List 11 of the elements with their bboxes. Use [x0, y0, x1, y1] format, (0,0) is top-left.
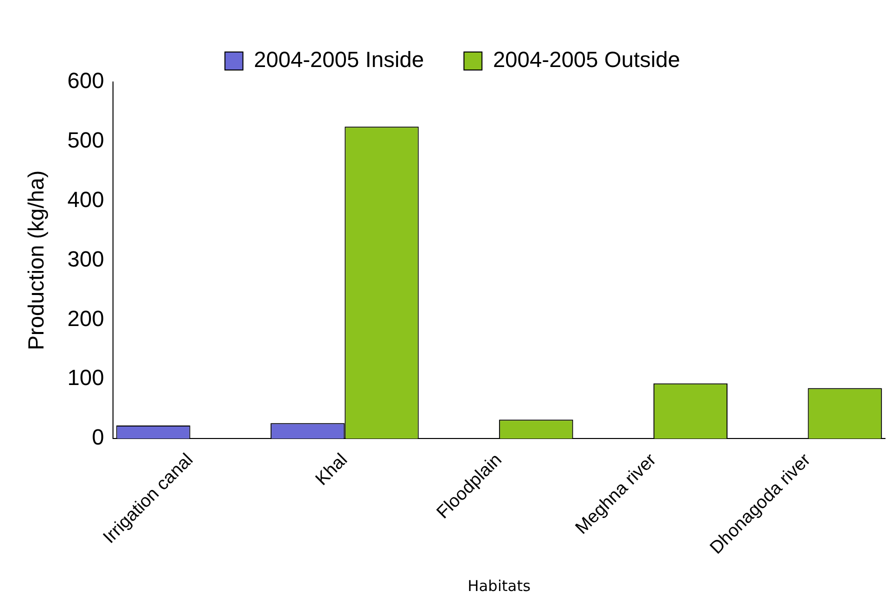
- y-tick-label: 400: [67, 186, 104, 212]
- y-tick-label: 0: [92, 424, 104, 450]
- y-tick-label: 100: [67, 365, 104, 390]
- legend-label: 2004-2005 Outside: [492, 47, 680, 72]
- legend-label: 2004-2005 Inside: [254, 47, 424, 72]
- y-axis-title: Production (kg/ha): [23, 170, 48, 350]
- y-tick-label: 300: [67, 246, 104, 272]
- y-tick-label: 500: [67, 128, 104, 152]
- x-axis-title: Habitats: [468, 576, 531, 595]
- y-tick-label: 200: [67, 306, 104, 331]
- y-tick-label: 600: [67, 68, 104, 94]
